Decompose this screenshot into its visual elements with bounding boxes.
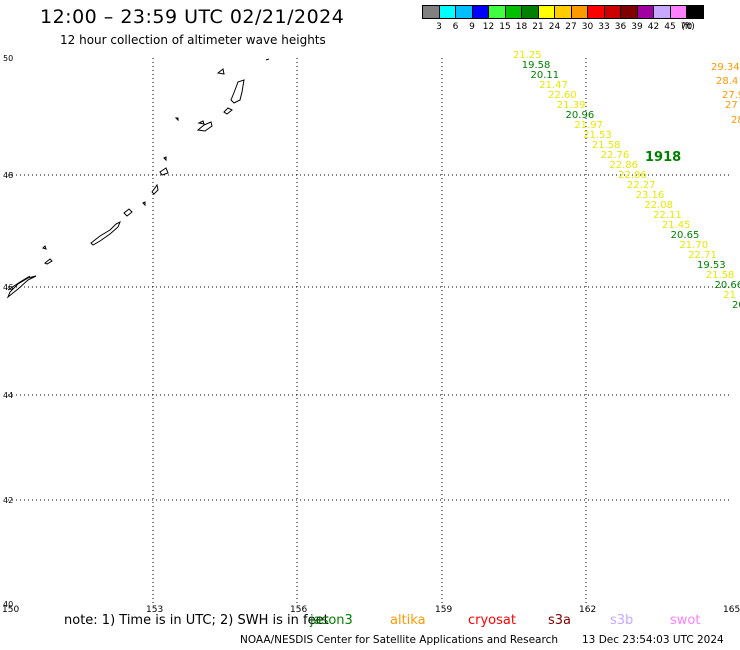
- island-shape: [163, 156, 167, 162]
- legend-tick-label: 70: [680, 22, 693, 32]
- longitude-label: 162: [579, 605, 596, 615]
- altimeter-track-labels: 21.2519.5820.1121.4722.6021.3920.9621.97…: [513, 50, 740, 311]
- wave-height-label: 29.34: [711, 62, 740, 73]
- island-shape: [230, 79, 245, 104]
- wave-height-label: 22.08: [644, 200, 673, 211]
- island-shape: [7, 275, 31, 291]
- satellite-name: swot: [670, 613, 701, 628]
- wave-height-label: 20.66: [714, 280, 740, 291]
- wave-height-label: 21.39: [557, 100, 586, 111]
- wave-height-label: 22.86: [609, 160, 638, 171]
- map-axis-labels: 150 153 156 159 162 165 50 48 46 44 42 40: [2, 54, 740, 615]
- wave-height-label: 28.4: [716, 76, 738, 87]
- wave-height-label: 20.96: [566, 110, 595, 121]
- legend-tick-label: 21: [532, 22, 544, 32]
- wave-height-label: 23.16: [636, 190, 665, 201]
- wave-height-label: 20.11: [531, 70, 560, 81]
- legend-tick-label: (ft): [681, 22, 695, 32]
- wave-height-label: 19.58: [522, 60, 551, 71]
- right-edge-track-labels: 29.34 28.4 27.927 28: [711, 62, 740, 126]
- legend-tick-label: 42: [647, 22, 660, 32]
- legend-tick-label: 39: [631, 22, 643, 32]
- island-shape: [42, 245, 47, 250]
- island-shape: [174, 117, 179, 122]
- legend-tick-label: 9: [469, 22, 475, 32]
- longitude-label: 150: [2, 605, 19, 615]
- longitude-label: 156: [290, 605, 307, 615]
- wave-height-label: 21.25: [513, 50, 542, 61]
- wave-height-label: 22.86: [618, 170, 647, 181]
- island-shape: [44, 258, 53, 265]
- wave-height-label: 22.27: [627, 180, 656, 191]
- legend-tick-label: 27: [565, 22, 577, 32]
- wave-height-label: 22.11: [653, 210, 682, 221]
- island-shape: [197, 120, 205, 125]
- island-shape: [90, 220, 121, 246]
- legend-swatch: [686, 5, 704, 19]
- island-shape: [223, 107, 233, 115]
- longitude-label: 165: [723, 605, 740, 615]
- wave-height-legend: 3 6 9 12 15 18 21 24 27 30 33 36 39 42 45 70 (ft): [422, 5, 704, 32]
- latitude-label: 50: [3, 54, 13, 63]
- latitude-label: 46: [3, 283, 13, 292]
- legend-tick-label: 15: [499, 22, 511, 32]
- wave-height-label: 21.47: [539, 80, 568, 91]
- wave-height-label: 22.76: [601, 150, 630, 161]
- satellite-name: s3a: [548, 613, 572, 628]
- legend-tick-label: 33: [598, 22, 610, 32]
- wave-height-label: 20.65: [671, 230, 700, 241]
- wave-height-label: 21: [723, 290, 736, 301]
- wave-height-label: 20: [732, 300, 740, 311]
- map-subtitle: 12 hour collection of altimeter wave hei…: [60, 33, 326, 47]
- wave-height-label: 21.58: [592, 140, 621, 151]
- longitude-label: 159: [435, 605, 452, 615]
- wave-height-label: 21.53: [583, 130, 612, 141]
- legend-tick-label: 45: [664, 22, 676, 32]
- legend-tick-label: 6: [452, 22, 459, 32]
- wave-height-label: 22.71: [688, 250, 717, 261]
- latitude-label: 48: [3, 171, 13, 180]
- satellite-name: altika: [390, 613, 426, 628]
- wave-height-label: 19.53: [697, 260, 726, 271]
- island-shape: [216, 68, 225, 75]
- island-shape: [6, 275, 37, 299]
- island-shape: [123, 208, 133, 217]
- latitude-label: 42: [3, 496, 13, 505]
- footer-note: note: 1) Time is in UTC; 2) SWH is in fe…: [64, 613, 329, 628]
- legend-tick-labels: 3 6 9 12 15 18 21 24 27 30 33 36 39 42 45 70 (ft): [422, 22, 740, 36]
- wave-height-label: 27: [725, 100, 738, 111]
- island-shape: [196, 121, 213, 132]
- legend-tick-label: 24: [548, 22, 561, 32]
- credit-text: NOAA/NESDIS Center for Satellite Applica…: [240, 634, 558, 646]
- map-title: 12:00 – 23:59 UTC 02/21/2024: [40, 6, 345, 28]
- wave-height-label: 22.60: [548, 90, 577, 101]
- coastline-islands: [6, 58, 270, 299]
- legend-tick-label: 12: [482, 22, 495, 32]
- wave-height-label: 27.9: [722, 90, 740, 101]
- island-shape: [142, 201, 146, 207]
- satellite-name: jason3: [310, 613, 353, 628]
- wave-height-label: 21.45: [662, 220, 691, 231]
- legend-tick-label: 36: [614, 22, 627, 32]
- legend-tick-label: 18: [515, 22, 528, 32]
- satellite-name: cryosat: [468, 613, 516, 628]
- wave-height-label: 28: [731, 115, 740, 126]
- legend-color-bar: [422, 5, 704, 19]
- wave-height-label: 21.58: [706, 270, 735, 281]
- satellite-name: s3b: [610, 613, 634, 628]
- legend-tick-label: 30: [581, 22, 594, 32]
- island-shape: [151, 183, 159, 195]
- track-time-label: 1918: [645, 150, 681, 165]
- latitude-label: 44: [3, 391, 13, 400]
- generated-timestamp: 13 Dec 23:54:03 UTC 2024: [582, 634, 724, 646]
- legend-tick-label: 3: [436, 22, 442, 32]
- island-shape: [265, 58, 270, 61]
- island-shape: [159, 167, 169, 176]
- longitude-label: 153: [146, 605, 163, 615]
- wave-height-label: 21.97: [574, 120, 603, 131]
- map-grid: [8, 58, 730, 604]
- latitude-label: 40: [3, 600, 13, 609]
- wave-height-label: 21.70: [679, 240, 708, 251]
